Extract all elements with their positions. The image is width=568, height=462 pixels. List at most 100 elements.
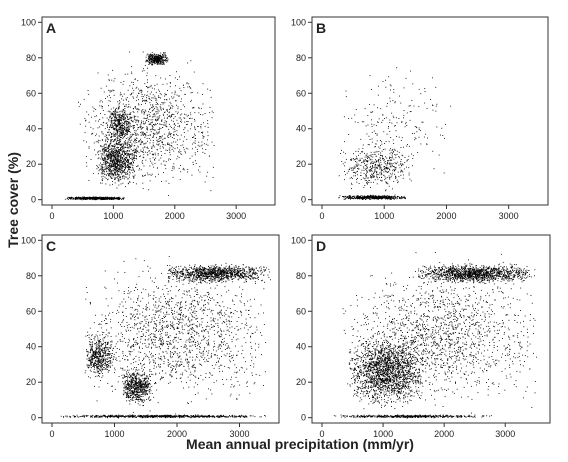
data-point <box>395 178 396 179</box>
data-point <box>125 159 126 160</box>
data-point <box>355 159 356 160</box>
data-point <box>103 176 104 177</box>
data-point <box>109 80 110 81</box>
data-point <box>159 128 160 129</box>
data-point <box>381 174 382 175</box>
data-point <box>90 127 91 128</box>
data-point <box>120 145 121 146</box>
data-point <box>419 129 420 130</box>
data-point <box>155 116 156 117</box>
y-tick-label: 100 <box>291 17 306 27</box>
data-point <box>123 114 124 115</box>
data-point <box>392 197 393 198</box>
data-point <box>144 137 145 138</box>
data-point <box>113 145 114 146</box>
data-point <box>133 90 134 91</box>
data-point <box>124 134 125 135</box>
data-point <box>117 137 118 138</box>
data-point <box>169 75 170 76</box>
data-point <box>385 190 386 191</box>
data-point <box>122 154 123 155</box>
data-point <box>405 126 406 127</box>
data-point <box>134 170 135 171</box>
data-point <box>188 115 189 116</box>
data-point <box>400 164 401 165</box>
data-point <box>125 174 126 175</box>
data-point <box>154 125 155 126</box>
data-point <box>408 167 409 168</box>
data-point <box>119 129 120 130</box>
data-point <box>355 166 356 167</box>
data-point <box>117 137 118 138</box>
data-point <box>157 109 158 110</box>
data-point <box>169 132 170 133</box>
data-point <box>345 162 346 163</box>
data-point <box>135 175 136 176</box>
data-point <box>108 147 109 148</box>
data-point <box>135 107 136 108</box>
data-point <box>106 123 107 124</box>
data-point <box>94 198 95 199</box>
data-point <box>175 77 176 78</box>
data-point <box>153 94 154 95</box>
data-point <box>114 146 115 147</box>
data-point <box>95 198 96 199</box>
data-point <box>103 170 104 171</box>
data-point <box>105 98 106 99</box>
data-point <box>145 133 146 134</box>
data-point <box>106 147 107 148</box>
data-point <box>141 123 142 124</box>
data-point <box>138 89 139 90</box>
data-point <box>414 139 415 140</box>
data-point <box>154 108 155 109</box>
data-point <box>164 138 165 139</box>
data-point <box>367 156 368 157</box>
data-point <box>123 150 124 151</box>
data-point <box>382 120 383 121</box>
data-point <box>113 112 114 113</box>
data-point <box>127 121 128 122</box>
data-point <box>110 90 111 91</box>
data-point <box>119 144 120 145</box>
data-point <box>339 175 340 176</box>
data-point <box>141 92 142 93</box>
data-point <box>143 154 144 155</box>
data-point <box>129 177 130 178</box>
data-point <box>109 166 110 167</box>
data-point <box>155 111 156 112</box>
data-point <box>151 122 152 123</box>
data-point <box>121 170 122 171</box>
data-point <box>165 120 166 121</box>
data-point <box>362 151 363 152</box>
data-point <box>393 151 394 152</box>
data-point <box>115 169 116 170</box>
data-point <box>125 153 126 154</box>
data-point <box>367 134 368 135</box>
data-point <box>166 55 167 56</box>
data-point <box>159 63 160 64</box>
data-point <box>96 134 97 135</box>
data-point <box>119 105 120 106</box>
data-point <box>127 147 128 148</box>
data-point <box>112 124 113 125</box>
data-point <box>78 199 79 200</box>
data-point <box>135 133 136 134</box>
data-point <box>132 417 133 418</box>
data-point <box>365 157 366 158</box>
data-point <box>357 159 358 160</box>
data-point <box>109 170 110 171</box>
data-point <box>210 190 211 191</box>
data-point <box>161 128 162 129</box>
data-point <box>142 133 143 134</box>
data-point <box>122 151 123 152</box>
data-point <box>118 198 119 199</box>
data-point <box>117 147 118 148</box>
data-point <box>132 153 133 154</box>
data-point <box>118 115 119 116</box>
data-point <box>180 171 181 172</box>
data-point <box>143 123 144 124</box>
data-point <box>341 161 342 162</box>
data-point <box>354 172 355 173</box>
data-point <box>101 416 102 417</box>
data-point <box>194 112 195 113</box>
